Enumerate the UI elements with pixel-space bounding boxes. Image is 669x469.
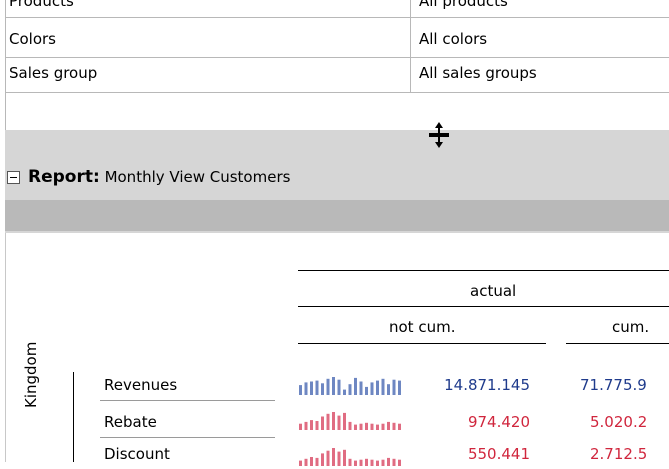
value-discount: 550.441 bbox=[467, 445, 530, 463]
filter-label: Sales group bbox=[9, 64, 98, 82]
filter-row-products[interactable]: Products All products bbox=[5, 0, 669, 18]
sparkline-bar bbox=[398, 423, 401, 430]
sparkline-bar bbox=[392, 379, 396, 395]
sparkline-discount bbox=[299, 448, 401, 466]
sparkline-bar bbox=[326, 378, 330, 395]
row-underline bbox=[100, 437, 275, 438]
sparkline-bar bbox=[387, 384, 390, 395]
report-toolbar bbox=[5, 200, 669, 231]
sparkline-bar bbox=[348, 384, 352, 395]
sparkline-bar bbox=[310, 420, 313, 430]
sparkline-bar bbox=[365, 422, 368, 430]
row-label-discount: Discount bbox=[104, 445, 170, 463]
report-left-border bbox=[5, 233, 6, 462]
filter-row-sales-group[interactable]: Sales group All sales groups bbox=[5, 58, 669, 93]
sparkline-bar bbox=[337, 451, 341, 466]
sparkline-bar bbox=[381, 378, 385, 395]
row-underline bbox=[100, 400, 275, 401]
header-bottom-line-1 bbox=[298, 343, 546, 344]
sparkline-bar bbox=[332, 412, 335, 430]
sparkline-bar bbox=[337, 415, 341, 430]
col-not-cum: not cum. bbox=[389, 318, 456, 336]
sparkline-bar bbox=[398, 459, 401, 466]
sparkline-bar bbox=[354, 460, 357, 466]
filter-grid-left bbox=[5, 0, 6, 130]
header-top-line bbox=[298, 270, 669, 271]
report-area bbox=[5, 233, 669, 462]
sparkline-bar bbox=[381, 423, 385, 430]
cum-discount: 2.712.5 bbox=[590, 445, 648, 463]
move-cursor-icon bbox=[429, 122, 449, 148]
sparkline-bar bbox=[299, 385, 302, 395]
sparkline-bar bbox=[343, 412, 346, 430]
sparkline-bar bbox=[337, 379, 341, 395]
filter-value[interactable]: All sales groups bbox=[419, 64, 537, 82]
sparkline-bar bbox=[392, 422, 396, 430]
sparkline-bar bbox=[299, 423, 302, 430]
col-cum: cum. bbox=[612, 318, 650, 336]
row-label-rebate: Rebate bbox=[104, 413, 157, 431]
sparkline-bar bbox=[315, 380, 319, 395]
filter-row-colors[interactable]: Colors All colors bbox=[5, 24, 669, 58]
row-label-revenues: Revenues bbox=[104, 376, 178, 394]
sparkline-bar bbox=[332, 377, 335, 395]
sparkline-bar bbox=[348, 421, 352, 430]
row-dimension-label: Kingdom bbox=[22, 341, 40, 408]
sparkline-rebate bbox=[299, 412, 401, 430]
filter-label: Products bbox=[9, 0, 74, 10]
report-prefix: Report: bbox=[28, 167, 100, 187]
sparkline-bar bbox=[310, 381, 313, 395]
filter-value[interactable]: All colors bbox=[419, 30, 488, 48]
col-group-actual: actual bbox=[470, 282, 517, 300]
sparkline-revenues bbox=[299, 377, 401, 395]
sparkline-bar bbox=[387, 421, 390, 430]
sparkline-bar bbox=[392, 458, 396, 466]
sparkline-bar bbox=[299, 460, 302, 466]
row-dimension-divider bbox=[73, 372, 74, 462]
sparkline-bar bbox=[304, 382, 308, 395]
sparkline-bar bbox=[348, 458, 352, 466]
sparkline-bar bbox=[304, 458, 308, 466]
sparkline-bar bbox=[315, 421, 319, 430]
sparkline-bar bbox=[332, 448, 335, 466]
sparkline-bar bbox=[370, 423, 374, 430]
cum-revenues: 71.775.9 bbox=[580, 376, 647, 394]
sparkline-bar bbox=[398, 380, 401, 395]
sparkline-bar bbox=[376, 460, 379, 466]
sparkline-bar bbox=[343, 449, 346, 466]
sparkline-bar bbox=[370, 382, 374, 395]
header-bottom-line-2 bbox=[566, 343, 669, 344]
filter-value[interactable]: All products bbox=[419, 0, 508, 10]
sparkline-bar bbox=[376, 424, 379, 430]
sparkline-bar bbox=[321, 416, 324, 430]
report-title: Report: Monthly View Customers bbox=[28, 167, 290, 187]
sparkline-bar bbox=[326, 450, 330, 466]
sparkline-bar bbox=[343, 389, 346, 395]
value-rebate: 974.420 bbox=[467, 413, 530, 431]
sparkline-bar bbox=[354, 377, 357, 395]
sparkline-bar bbox=[359, 381, 363, 395]
sparkline-bar bbox=[354, 424, 357, 430]
sparkline-bar bbox=[304, 421, 308, 430]
sparkline-bar bbox=[321, 453, 324, 466]
filter-label: Colors bbox=[9, 30, 56, 48]
cum-rebate: 5.020.2 bbox=[590, 413, 648, 431]
sparkline-bar bbox=[326, 413, 330, 430]
filter-row-empty bbox=[5, 93, 669, 129]
sparkline-bar bbox=[321, 383, 324, 395]
value-revenues: 14.871.145 bbox=[444, 376, 530, 394]
sparkline-bar bbox=[376, 380, 379, 395]
report-name: Monthly View Customers bbox=[104, 168, 291, 186]
filter-grid-divider bbox=[410, 0, 411, 93]
sparkline-bar bbox=[370, 459, 374, 466]
header-mid-line bbox=[298, 306, 669, 307]
sparkline-bar bbox=[359, 423, 363, 430]
collapse-report-icon[interactable] bbox=[7, 171, 20, 184]
sparkline-bar bbox=[365, 386, 368, 395]
sparkline-bar bbox=[381, 459, 385, 466]
sparkline-bar bbox=[359, 459, 363, 466]
sparkline-bar bbox=[365, 458, 368, 466]
